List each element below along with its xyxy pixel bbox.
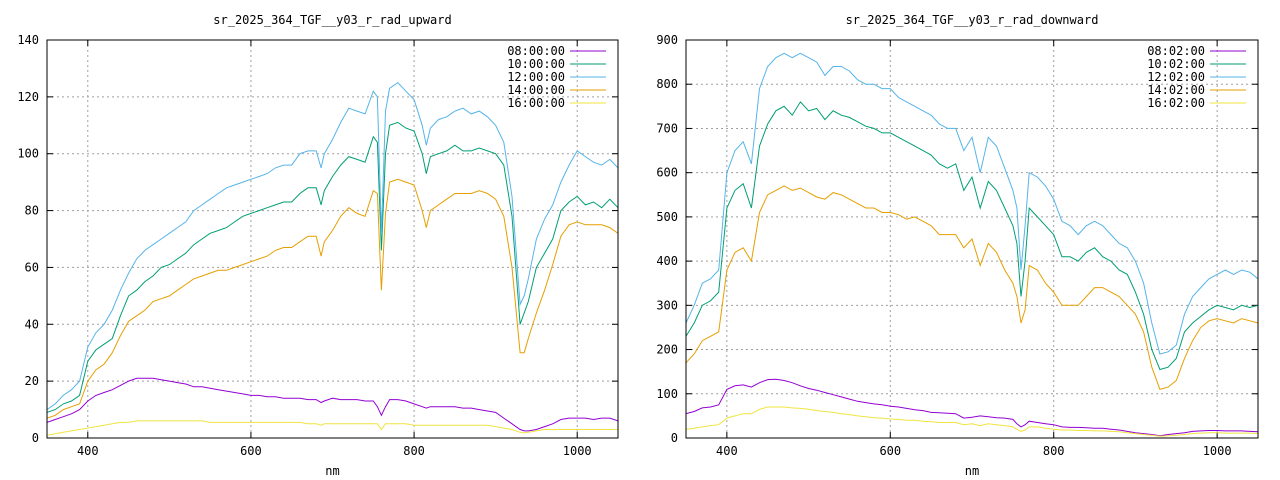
y-tick-label: 40	[25, 317, 39, 331]
legend-label: 08:02:00	[1147, 44, 1205, 58]
y-tick-label: 500	[656, 210, 678, 224]
x-tick-label: 600	[240, 444, 262, 458]
x-tick-label: 600	[879, 444, 901, 458]
series-line-080000	[47, 377, 618, 432]
plot-frame	[685, 39, 1259, 439]
legend-label: 16:00:00	[507, 96, 565, 110]
chart-2: sr_2025_364_TGF__y03_r_rad_downward 0 100 2…	[656, 13, 1259, 478]
legend-label: 14:02:00	[1147, 83, 1205, 97]
y-tick-label: 800	[656, 77, 678, 91]
x-tick-label: 400	[716, 444, 738, 458]
series-line-100000	[47, 121, 618, 413]
y-tick-label: 120	[17, 90, 39, 104]
y-tick-label: 140	[17, 33, 39, 47]
legend-label: 12:00:00	[507, 70, 565, 84]
series-group	[686, 52, 1258, 437]
legend-label: 16:02:00	[1147, 96, 1205, 110]
y-tick-label: 0	[671, 431, 678, 445]
series-line-160000	[47, 420, 618, 436]
y-tick-label: 700	[656, 121, 678, 135]
y-tick-label: 0	[32, 431, 39, 445]
series-line-120200	[686, 52, 1258, 355]
series-line-100200	[686, 101, 1258, 371]
x-tick-label: 800	[403, 444, 425, 458]
legend-label: 12:02:00	[1147, 70, 1205, 84]
series-group	[47, 81, 618, 436]
series-line-140000	[47, 178, 618, 419]
chart-title: sr_2025_364_TGF__y03_r_rad_downward	[846, 13, 1099, 27]
x-tick-label: 400	[77, 444, 99, 458]
y-tick-label: 900	[656, 33, 678, 47]
y-tick-label: 100	[656, 387, 678, 401]
y-tick-label: 100	[17, 147, 39, 161]
legend-label: 10:00:00	[507, 57, 565, 71]
x-tick-label: 1000	[1203, 444, 1232, 458]
y-tick-label: 60	[25, 260, 39, 274]
legend-label: 14:00:00	[507, 83, 565, 97]
series-line-120000	[47, 81, 618, 411]
plot-frame	[46, 39, 619, 439]
x-axis-label: nm	[965, 464, 979, 478]
legend-label: 10:02:00	[1147, 57, 1205, 71]
legend-label: 08:00:00	[507, 44, 565, 58]
x-axis-label: nm	[325, 464, 339, 478]
y-tick-label: 300	[656, 298, 678, 312]
series-line-160200	[686, 406, 1258, 437]
x-tick-label: 1000	[563, 444, 592, 458]
y-tick-label: 200	[656, 343, 678, 357]
y-tick-label: 20	[25, 374, 39, 388]
y-tick-label: 80	[25, 204, 39, 218]
y-tick-label: 600	[656, 166, 678, 180]
x-tick-label: 800	[1043, 444, 1065, 458]
series-line-140200	[686, 185, 1258, 391]
chart-title: sr_2025_364_TGF__y03_r_rad_upward	[213, 13, 451, 27]
y-tick-label: 400	[656, 254, 678, 268]
chart-1: sr_2025_364_TGF__y03_r_rad_upward 0 20 40 60…	[17, 13, 619, 478]
